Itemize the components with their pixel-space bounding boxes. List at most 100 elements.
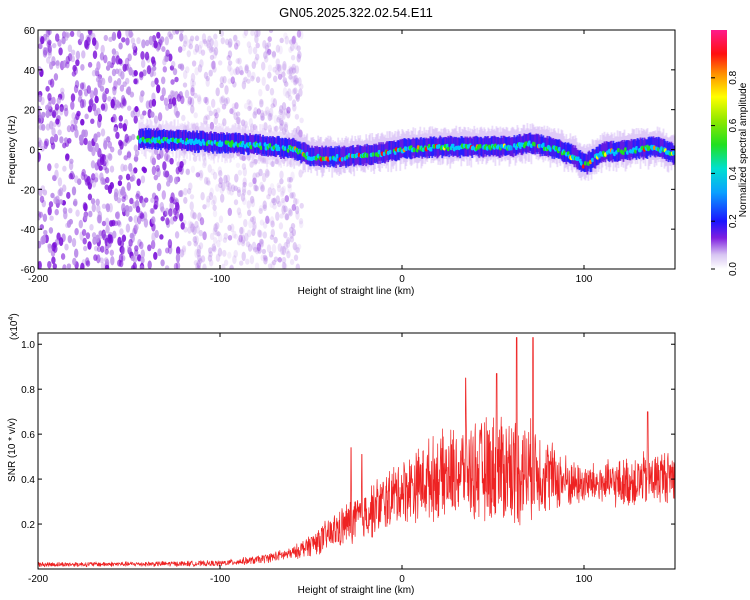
spectrogram-noise-point [71,237,77,248]
spectrogram-noise-point [136,178,141,187]
spectrogram-noise-point [133,78,138,85]
spectrogram-noise-point [223,98,229,107]
spectrogram-noise-point [291,132,296,138]
spectrogram-noise-point [261,248,267,255]
spectrogram-band-body [391,141,394,161]
spectrogram-noise-point [265,218,271,224]
spectrogram-noise-point [90,198,96,205]
spectrogram-noise-point [184,124,189,131]
spectrogram-noise-point [279,123,284,131]
spectrogram-band-body [449,135,452,154]
spectrogram-noise-point [51,96,56,105]
spectrogram-noise-point [253,184,258,192]
spectrogram-noise-point [236,207,242,216]
spectrogram-noise-point [176,246,181,255]
spectrogram-noise-point [279,213,284,219]
spectrogram-noise-point [278,109,283,116]
snr-y-tick-label: 0.4 [21,475,35,486]
spectrogram-noise-point [261,157,267,164]
spectrogram-noise-point [254,262,260,269]
spectrogram-noise-point [38,117,42,124]
spectrogram-noise-point [119,140,124,150]
spectrogram-noise-point [117,68,123,77]
spectrogram-noise-point [291,63,296,71]
spectrogram-noise-point [126,150,132,160]
spectrogram-noise-point [134,223,139,231]
spectrogram-noise-point [51,256,56,265]
spectrogram-band-body [341,146,344,166]
spectrogram-band-body [322,147,325,166]
spectrogram-noise-point [264,44,270,54]
spectrogram-band-body [324,146,327,165]
spectrogram-noise-point [162,161,167,171]
spectrogram-band-body [150,128,152,147]
snr-panel: -200 -100 0 100 0.2 0.4 0.6 0.8 1.0 Height of s… [7,313,676,596]
spectrogram-noise-point [56,97,61,104]
spectrogram-noise-point [198,40,204,49]
spectrogram-noise-point [156,182,162,192]
spectrogram-noise-point [126,181,131,191]
spectrogram-noise-point [248,182,253,188]
spectrogram-noise-point [182,40,188,47]
spectrogram-noise-point [256,30,261,37]
spectrogram-noise-point [289,158,294,168]
spectrogram-noise-point [83,137,88,146]
spectrogram-noise-point [194,67,199,76]
spectrogram-noise-point [153,148,159,155]
spectrogram-noise-point [275,64,280,70]
spectrogram-noise-point [151,216,156,224]
spectrogram-noise-point [267,48,272,56]
spectrogram-noise-point [267,124,272,133]
spectrogram-noise-point [241,234,246,245]
spectrogram-noise-point [239,260,244,266]
spectrogram-noise-point [237,57,242,65]
spectrogram-band-body [300,143,303,164]
spectrogram-noise-point [198,258,203,264]
spectrogram-noise-point [223,232,228,240]
spectrogram-noise-point [128,215,133,223]
spectrogram-noise-point [141,39,146,49]
spectrogram-noise-point [262,204,267,212]
spectrogram-noise-point [186,50,191,58]
spectrogram-noise-point [45,85,50,92]
spectrogram-noise-point [99,85,105,92]
spectrogram-noise-point [109,181,115,190]
spectrogram-noise-point [190,223,195,233]
spectrogram-noise-point [281,261,287,269]
spectrogram-band-body [334,146,337,166]
spectrogram-noise-point [74,175,79,184]
spectrogram-noise-point [244,63,249,72]
spectrogram-noise-point [252,172,257,181]
spectrogram-noise-point [232,81,237,88]
spectrogram-band-core [478,144,482,149]
spectrogram-noise-point [159,234,164,240]
spectrogram-noise-point [193,92,198,99]
spectrogram-noise-point [59,104,64,112]
spectrogram-noise-point [239,226,244,235]
spectrogram-noise-point [241,163,247,170]
spectrogram-noise-point [252,46,258,55]
spectrogram-noise-point [164,36,169,46]
spectrogram-noise-point [109,165,115,173]
spectrogram-noise-point [275,44,281,53]
spectrogram-noise-point [290,222,296,230]
spectrogram-noise-point [87,30,93,36]
spectrogram-noise-point [208,251,213,258]
spectrogram-noise-point [267,187,272,197]
spectrogram-noise-point [139,241,144,250]
spectrogram-noise-point [175,201,180,211]
spectrogram-noise-point [247,229,252,238]
spectrogram-band-core [617,148,621,153]
spectrogram-band-body [535,133,538,153]
spectrogram-noise-point [159,36,165,43]
spectrogram-noise-point [270,220,275,228]
spectrogram-noise-point [66,263,72,269]
spectrogram-noise-point [224,38,230,46]
spectrogram-noise-point [83,245,88,252]
spectrogram-noise-point [110,146,115,153]
spectrogram-noise-point [91,179,97,188]
spectrogram-noise-point [253,107,258,116]
spectrogram-noise-point [262,221,268,229]
spectrogram-noise-point [190,104,195,114]
spectrogram-noise-point [245,258,250,265]
